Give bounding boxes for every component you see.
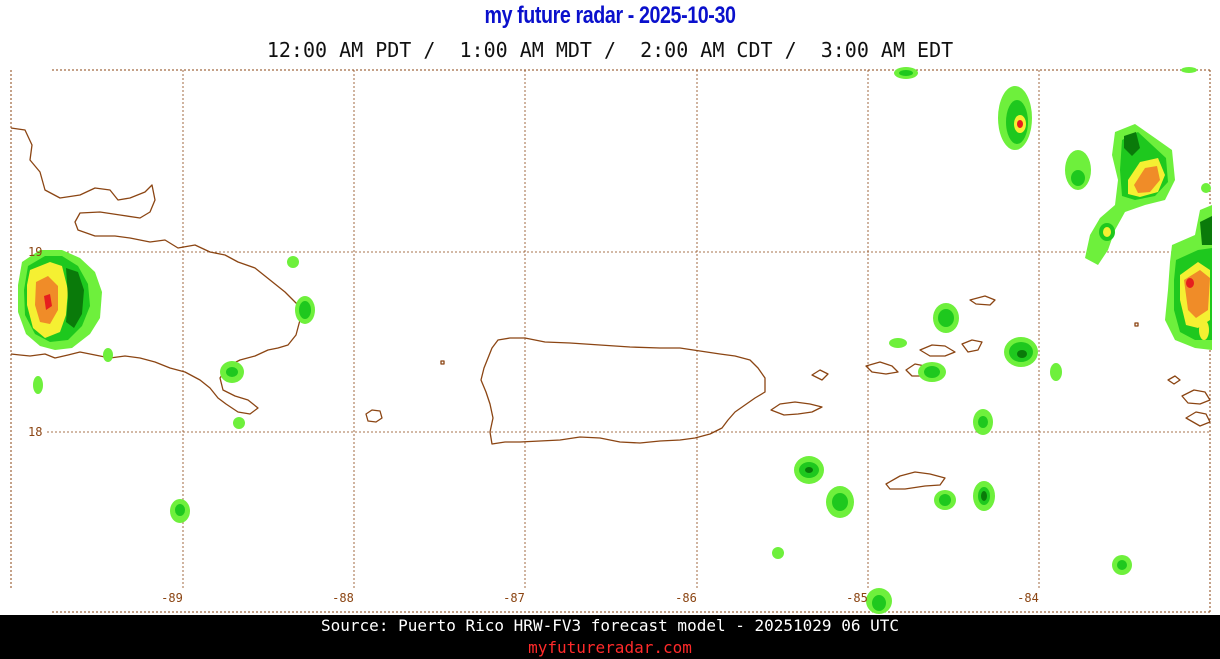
st-martin-coastline: [1181, 389, 1211, 405]
saba-coastline: [1134, 322, 1139, 327]
echo-small: [1181, 67, 1197, 73]
puerto-rico-coastline: [480, 337, 766, 445]
echo-small: [889, 338, 907, 348]
hispaniola-coastline: [10, 127, 301, 415]
coastlines: [10, 127, 1211, 490]
page-title: my future radar - 2025-10-30: [484, 2, 736, 29]
echo-cluster: [1004, 337, 1038, 367]
desecheo-island-coastline: [440, 360, 445, 365]
echo-small: [233, 417, 245, 429]
st-croix-coastline: [885, 471, 946, 490]
echo-small: [33, 376, 43, 394]
culebra-coastline: [811, 369, 829, 381]
longitude-label: -86: [675, 591, 697, 605]
graticule: [47, 70, 1210, 590]
echo-cluster: [826, 486, 854, 518]
echo-cluster: [866, 588, 892, 614]
echo-cluster: [934, 490, 956, 510]
forecast-time-zones: 12:00 AM PDT / 1:00 AM MDT / 2:00 AM CDT…: [266, 38, 954, 62]
storm-cell-west: [18, 250, 102, 350]
longitude-label: -88: [332, 591, 354, 605]
echo-cluster: [794, 456, 824, 484]
longitude-label: -87: [503, 591, 525, 605]
echo-cluster: [1112, 555, 1132, 575]
storm-cell-far-east: [1165, 205, 1212, 350]
radar-map: -89 -88 -87 -86 -85 -84 19 18: [10, 67, 1212, 614]
latitude-label: 18: [28, 425, 42, 439]
echo-small: [103, 348, 113, 362]
storm-cell-east: [1085, 124, 1175, 265]
mona-island-coastline: [365, 409, 383, 423]
source-text: Source: Puerto Rico HRW-FV3 forecast mod…: [321, 616, 899, 635]
latitude-labels: 19 18: [28, 245, 42, 439]
anguilla-coastline: [1167, 375, 1181, 385]
echo-cluster: [918, 362, 946, 382]
echo-small: [899, 70, 913, 76]
echo-cluster: [220, 361, 244, 383]
echo-small: [1201, 183, 1211, 193]
anegada-coastline: [969, 295, 996, 306]
echo-small: [772, 547, 784, 559]
map-frame: [10, 69, 1211, 613]
echo-cluster: [973, 409, 993, 435]
virgin-gorda-coastline: [961, 339, 983, 353]
longitude-label: -89: [161, 591, 183, 605]
echo-cluster: [170, 499, 190, 523]
echo-small: [287, 256, 299, 268]
echo-cluster: [1065, 150, 1091, 190]
longitude-labels: -89 -88 -87 -86 -85 -84: [161, 591, 1039, 605]
echo-cluster: [973, 481, 995, 511]
footer-bar: Source: Puerto Rico HRW-FV3 forecast mod…: [0, 615, 1220, 659]
latitude-label: 19: [28, 245, 42, 259]
echo-cluster: [295, 296, 315, 324]
echo-cluster: [933, 303, 959, 333]
tortola-coastline: [919, 344, 956, 357]
storm-cell-northeast: [998, 86, 1032, 150]
longitude-label: -85: [846, 591, 868, 605]
echo-small: [1050, 363, 1062, 381]
st-thomas-coastline: [865, 361, 899, 375]
st-barts-coastline: [1185, 411, 1211, 427]
radar-echoes: [18, 67, 1212, 614]
site-link[interactable]: myfutureradar.com: [528, 638, 692, 657]
longitude-label: -84: [1017, 591, 1039, 605]
vieques-coastline: [770, 401, 823, 416]
